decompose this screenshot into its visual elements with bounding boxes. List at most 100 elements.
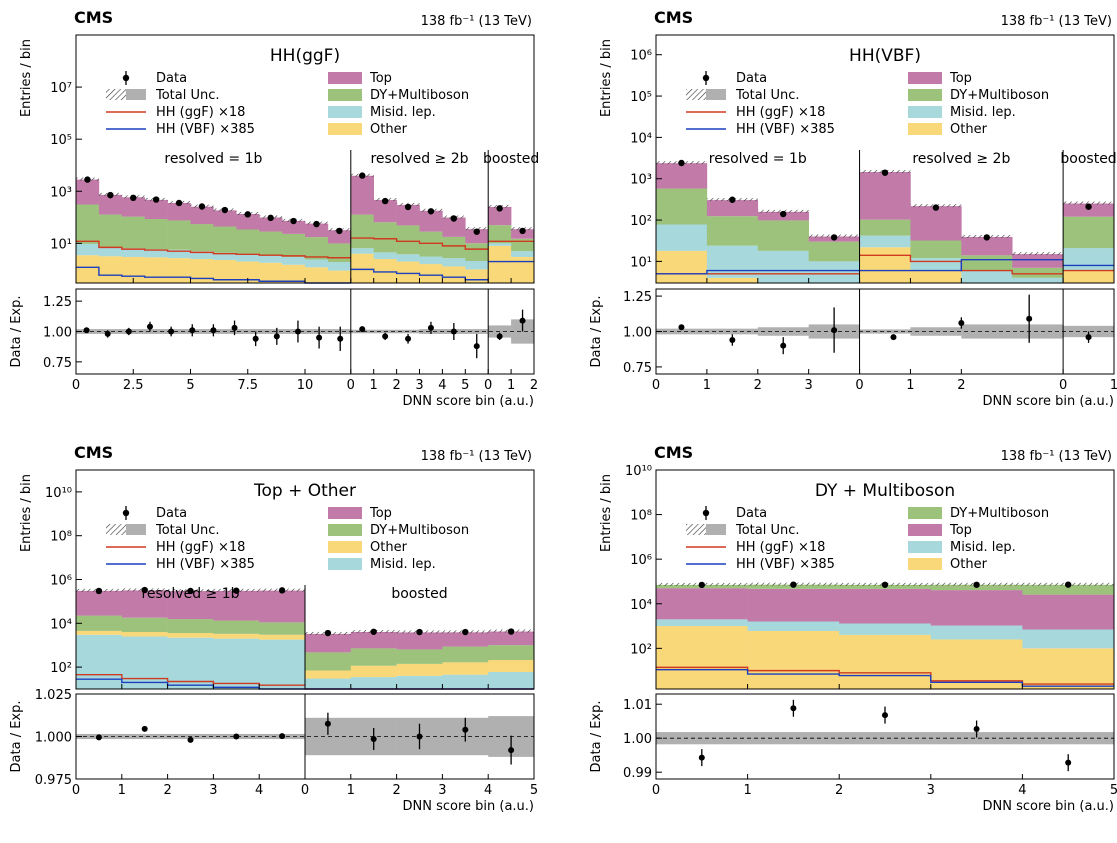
stack-bar-other [442,266,466,283]
ratio-point [104,330,111,337]
stack-bar-other [259,262,283,283]
stack-bar-misid-lep- [442,674,489,689]
region-label: boosted [483,151,539,167]
panel-title: HH(VBF) [849,46,921,66]
ratio-unc-band [167,329,191,334]
ratio-y-tick-label: 1.000 [35,731,72,746]
stack-bar-top [1063,203,1115,217]
stack-bar-top [442,632,489,647]
legend-unc-hatch [106,89,126,100]
ratio-point [359,326,366,333]
stack-bar-other [706,277,759,283]
stack-bar-dy-multiboson [350,214,374,249]
ratio-point [141,725,148,732]
y-tick-label: 10³ [630,173,652,188]
stack-bar-misid-lep- [930,625,1023,640]
stack-bar-top [167,591,214,620]
data-point [313,220,320,228]
stack-bar-misid-lep- [808,261,860,283]
legend-data-marker [122,509,130,517]
legend-label: Other [950,557,988,572]
ratio-point [698,754,705,761]
ratio-y-tick-label: 1.00 [43,326,72,341]
legend-label: DY+Multiboson [370,523,469,538]
stack-bar-top [656,163,708,189]
main-frame [655,469,1115,690]
legend-label: Top [369,506,392,521]
legend-data-marker [702,509,710,517]
ratio-point [210,327,217,334]
ratio-y-tick-label: 1.25 [623,290,652,305]
panel-hh-vbf: CMS 138 fb⁻¹ (13 TeV) resolved = 1b 0 1 2 3 res… [589,8,1117,409]
legend-swatch [908,558,942,570]
y-axis-label: Entries / bin [599,474,614,552]
ratio-y-axis-label: Data / Exp. [9,296,24,368]
stack-bar-dy-multiboson [1063,216,1115,249]
y-tick-label: 10⁴ [630,131,652,146]
lumi-label: 138 fb⁻¹ (13 TeV) [421,14,532,29]
stack-bar-top [747,588,840,622]
stack-bar-top [1022,594,1115,630]
legend-label: DY+Multiboson [370,88,469,103]
stack-bar-top [121,590,168,618]
ratio-point [337,335,344,342]
legend-label: Misid. lep. [370,557,436,572]
y-axis-label: Entries / bin [19,39,34,117]
x-tick-label: 5 [186,378,194,393]
ratio-point [729,337,736,343]
stack-bar-top [396,204,420,226]
stack-bar-top [190,206,214,225]
x-tick-label: 0 [72,783,80,798]
stack-bar-misid-lep- [961,270,1013,283]
stack-bar-misid-lep- [396,675,443,689]
stack-bar-dy-multiboson [488,225,512,244]
data-point [678,159,685,167]
legend-swatch [328,106,362,118]
legend-swatch [328,72,362,84]
stack-bar-top [373,199,397,223]
x-tick-label: 7.5 [237,378,258,393]
ratio-unc-band [98,329,123,334]
data-point [233,587,240,594]
ratio-unc-band [747,732,840,745]
panel-title: HH(ggF) [270,46,340,66]
y-tick-label: 10⁶ [50,574,72,589]
data-point [416,628,423,636]
legend-unc-band [706,524,726,535]
y-tick-label: 10² [630,642,652,657]
legend-data-marker [702,74,710,82]
stack-bar-dy-multiboson [396,225,420,255]
stack-bar-other [76,255,100,283]
ratio-point [890,334,897,341]
legend-label: Other [370,122,408,137]
ratio-y-tick-label: 1.01 [623,698,652,713]
stack-bar-top [167,202,191,221]
x-tick-label: 3 [209,783,217,798]
ratio-point [95,734,102,741]
stack-bar-top [76,179,100,205]
stack-bar-top [121,197,145,217]
x-tick-label: 2 [754,378,762,393]
stack-bar-other [442,662,489,675]
x-tick-label: 2 [392,783,400,798]
y-tick-label: 10⁴ [50,617,72,632]
stack-bar-dy-multiboson [76,615,123,631]
data-point [698,581,705,589]
stack-bar-top [213,590,260,621]
stack-bar-other [350,253,374,283]
y-tick-label: 10¹ [50,237,72,252]
stack-bar-other [167,633,214,638]
legend-label: Data [156,506,187,521]
data-point [450,215,458,222]
legend-swatch [328,89,362,101]
stack-bar-misid-lep- [167,637,214,689]
stack-bar-misid-lep- [305,259,329,268]
panel-hh-ggf: CMS 138 fb⁻¹ (13 TeV) resolved = 1b 0 2.5 5 7.… [9,8,539,409]
stack-bar-other [656,626,748,689]
legend-unc-hatch [686,524,706,535]
stack-bar-dy-multiboson [327,243,352,263]
legend-label: HH (VBF) ×385 [736,122,835,137]
stack-bar-dy-multiboson [98,214,123,248]
stack-bar-other [121,632,168,637]
stack-bar-misid-lep- [859,235,911,248]
